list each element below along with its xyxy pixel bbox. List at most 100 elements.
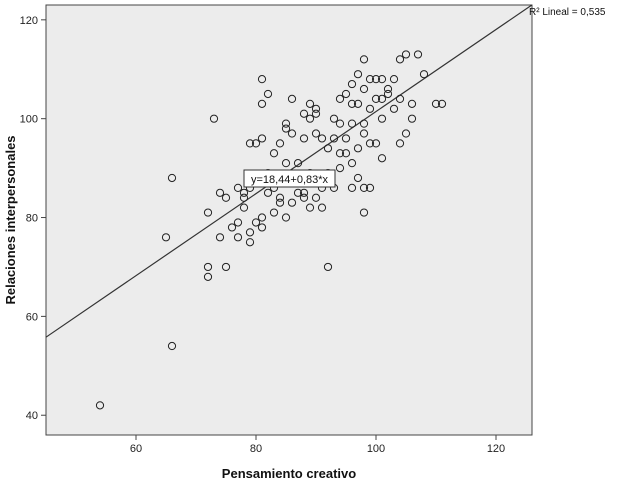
x-tick-label: 120 xyxy=(487,443,505,455)
y-tick-label: 100 xyxy=(20,114,38,126)
data-point xyxy=(233,218,243,227)
y-tick-label: 80 xyxy=(26,213,38,225)
data-point xyxy=(419,70,429,79)
data-point xyxy=(245,228,255,237)
data-point xyxy=(395,55,405,64)
axis-ticks: 60 80 100 120 40 60 80 100 120 xyxy=(20,15,506,455)
data-point xyxy=(203,272,213,281)
data-point xyxy=(203,208,213,217)
data-point xyxy=(269,149,279,158)
data-point xyxy=(347,79,357,89)
data-point xyxy=(311,193,321,202)
data-point xyxy=(239,193,249,202)
data-point xyxy=(365,104,375,113)
data-point xyxy=(383,89,393,99)
data-point xyxy=(287,94,297,104)
data-point xyxy=(341,134,351,143)
data-point xyxy=(371,94,381,104)
data-point xyxy=(299,134,309,143)
data-point xyxy=(251,139,261,148)
data-point xyxy=(239,203,249,212)
data-point xyxy=(161,233,171,242)
data-point xyxy=(305,114,315,123)
data-point xyxy=(335,164,345,173)
data-point xyxy=(275,198,285,207)
data-point xyxy=(365,183,375,192)
data-point xyxy=(377,154,387,163)
data-point xyxy=(203,262,213,272)
data-point xyxy=(359,84,369,94)
data-point xyxy=(233,233,243,242)
data-point xyxy=(371,75,381,84)
data-point xyxy=(311,129,321,138)
r2-label: R² Lineal = 0,535 xyxy=(529,7,606,18)
data-point xyxy=(293,188,303,197)
data-point xyxy=(341,89,351,99)
data-point xyxy=(347,99,357,108)
data-point xyxy=(407,99,417,108)
data-point xyxy=(335,119,345,128)
x-tick-label: 80 xyxy=(250,443,262,455)
data-point xyxy=(347,183,357,192)
data-point xyxy=(359,55,369,64)
data-point xyxy=(377,94,387,104)
data-point xyxy=(377,75,387,84)
data-point xyxy=(353,144,363,153)
data-point xyxy=(401,50,411,59)
data-point xyxy=(311,104,321,113)
data-point xyxy=(329,114,339,123)
data-point xyxy=(167,341,177,351)
data-point xyxy=(395,94,405,104)
data-point xyxy=(311,109,321,118)
data-point xyxy=(341,149,351,158)
data-point xyxy=(347,119,357,128)
data-point xyxy=(275,193,285,202)
data-point xyxy=(209,114,219,123)
data-point xyxy=(317,203,327,212)
x-tick-label: 60 xyxy=(130,443,142,455)
y-tick-label: 60 xyxy=(26,311,38,323)
data-point xyxy=(377,114,387,123)
y-tick-label: 40 xyxy=(26,410,38,422)
data-point xyxy=(401,129,411,138)
data-point xyxy=(359,119,369,128)
data-point xyxy=(215,188,225,197)
data-point xyxy=(221,262,231,272)
data-point xyxy=(251,218,261,227)
data-point xyxy=(233,183,243,192)
data-point xyxy=(335,94,345,104)
data-point xyxy=(293,159,303,168)
data-point xyxy=(221,193,231,202)
data-point xyxy=(239,188,249,197)
equation-label: y=18,44+0,83*x xyxy=(251,174,329,186)
data-point xyxy=(335,149,345,158)
data-point xyxy=(305,203,315,212)
x-tick-label: 100 xyxy=(367,443,385,455)
data-point xyxy=(389,75,399,84)
data-point xyxy=(395,139,405,148)
data-point xyxy=(413,50,423,59)
data-point xyxy=(263,89,273,99)
data-point xyxy=(323,144,333,153)
data-point xyxy=(437,99,447,108)
y-axis-title: Relaciones interpersonales xyxy=(3,135,18,304)
data-point xyxy=(257,75,267,84)
data-point xyxy=(245,238,255,247)
data-point xyxy=(167,173,177,183)
data-point xyxy=(371,139,381,148)
data-point xyxy=(365,139,375,148)
data-point xyxy=(263,188,273,197)
data-point xyxy=(299,193,309,202)
data-point xyxy=(287,198,297,207)
data-point xyxy=(269,208,279,217)
data-point xyxy=(365,75,375,84)
data-point xyxy=(359,129,369,138)
data-point xyxy=(299,109,309,118)
data-point xyxy=(359,208,369,217)
data-point xyxy=(257,134,267,143)
equation-box: y=18,44+0,83*x xyxy=(243,169,336,188)
data-point xyxy=(431,99,441,108)
data-point xyxy=(95,401,105,410)
data-point xyxy=(227,223,237,232)
data-point xyxy=(383,84,393,94)
